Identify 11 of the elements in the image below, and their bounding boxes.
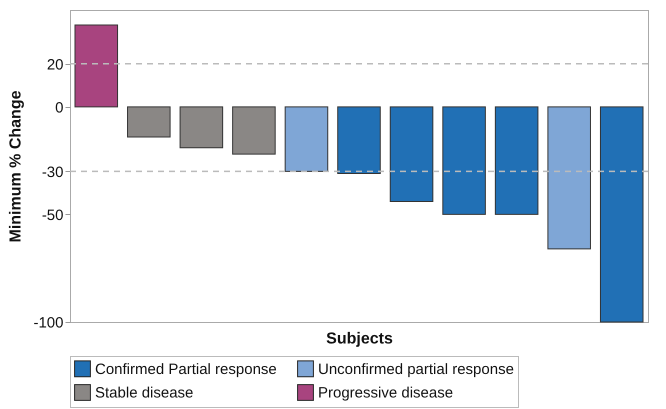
y-tick-label: -100 xyxy=(33,314,64,332)
y-tick-label: -50 xyxy=(42,206,64,224)
legend-label: Confirmed Partial response xyxy=(95,360,277,378)
y-axis-title: Minimum % Change xyxy=(7,90,24,243)
y-tick-label: 0 xyxy=(55,99,64,116)
x-axis-title: Subjects xyxy=(326,330,393,348)
y-tick-label: 20 xyxy=(46,56,64,74)
legend-label: Unconfirmed partial response xyxy=(318,360,514,378)
legend-label: Progressive disease xyxy=(318,384,454,402)
y-tick-label: -30 xyxy=(42,164,64,181)
legend-label: Stable disease xyxy=(95,384,194,402)
